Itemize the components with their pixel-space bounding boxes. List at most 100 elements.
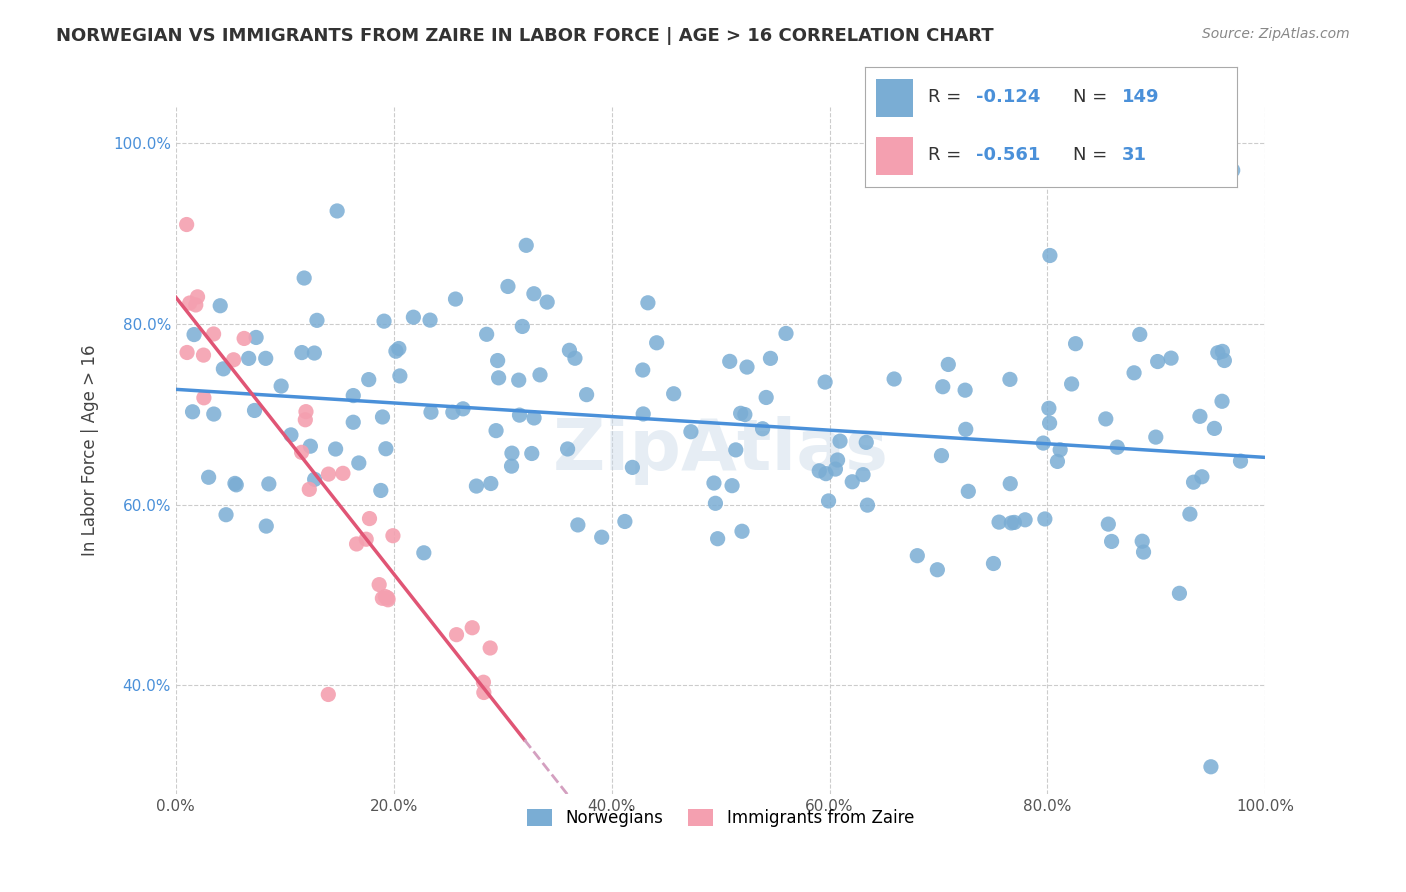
Point	[342, 415, 364, 429]
Point	[374, 590, 396, 604]
Point	[721, 478, 744, 492]
Point	[318, 467, 340, 482]
Point	[412, 546, 434, 560]
Point	[536, 295, 558, 310]
Point	[662, 386, 685, 401]
Point	[472, 675, 495, 690]
Point	[631, 407, 654, 421]
Point	[1049, 442, 1071, 457]
Point	[520, 446, 543, 460]
Point	[295, 404, 318, 418]
Point	[346, 537, 368, 551]
Text: NORWEGIAN VS IMMIGRANTS FROM ZAIRE IN LABOR FORCE | AGE > 16 CORRELATION CHART: NORWEGIAN VS IMMIGRANTS FROM ZAIRE IN LA…	[56, 27, 994, 45]
Text: -0.124: -0.124	[976, 88, 1040, 106]
Point	[222, 352, 245, 367]
Point	[377, 592, 399, 607]
Point	[564, 351, 586, 366]
Point	[304, 472, 326, 486]
Point	[883, 372, 905, 386]
Point	[1132, 545, 1154, 559]
Point	[186, 290, 209, 304]
Point	[508, 408, 530, 422]
Point	[1130, 534, 1153, 549]
Point	[706, 532, 728, 546]
Point	[1188, 409, 1211, 424]
Point	[193, 348, 215, 362]
Point	[420, 405, 443, 419]
Text: 149: 149	[1122, 88, 1160, 106]
Point	[1146, 354, 1168, 368]
Point	[621, 460, 644, 475]
Point	[357, 373, 380, 387]
Point	[202, 407, 225, 421]
Point	[1046, 454, 1069, 468]
Point	[1213, 353, 1236, 368]
Point	[270, 379, 292, 393]
Point	[176, 345, 198, 359]
Point	[814, 467, 837, 481]
Point	[1229, 454, 1251, 468]
Point	[704, 496, 727, 510]
Point	[326, 203, 349, 218]
Point	[735, 360, 758, 375]
Point	[1101, 534, 1123, 549]
Point	[501, 459, 523, 474]
Point	[444, 292, 467, 306]
Point	[703, 476, 725, 491]
Point	[512, 319, 534, 334]
Point	[257, 477, 280, 491]
Text: ZipAtlas: ZipAtlas	[553, 416, 889, 485]
Point	[637, 295, 659, 310]
Point	[936, 358, 959, 372]
Point	[1000, 516, 1022, 530]
Point	[254, 351, 277, 366]
Point	[441, 405, 464, 419]
Point	[730, 406, 752, 420]
Text: N =: N =	[1073, 145, 1114, 164]
Point	[1000, 476, 1022, 491]
Point	[718, 354, 741, 368]
Point	[1014, 513, 1036, 527]
Point	[461, 621, 484, 635]
Point	[224, 476, 246, 491]
Point	[567, 517, 589, 532]
Point	[419, 313, 441, 327]
Point	[679, 425, 702, 439]
Point	[759, 351, 782, 366]
Point	[575, 387, 598, 401]
Point	[176, 218, 198, 232]
Point	[402, 310, 425, 325]
Point	[254, 519, 277, 533]
Point	[1204, 421, 1226, 435]
Point	[645, 335, 668, 350]
Point	[215, 508, 238, 522]
Point	[827, 453, 849, 467]
Text: 31: 31	[1122, 145, 1147, 164]
Point	[751, 422, 773, 436]
Point	[291, 445, 314, 459]
Point	[233, 331, 256, 345]
Point	[488, 371, 510, 385]
Point	[1160, 351, 1182, 366]
Point	[755, 391, 778, 405]
Point	[1032, 436, 1054, 450]
Point	[824, 462, 846, 476]
Point	[342, 388, 364, 402]
Point	[529, 368, 551, 382]
Point	[479, 476, 502, 491]
Point	[184, 298, 207, 312]
Point	[724, 442, 747, 457]
Point	[332, 467, 354, 481]
Point	[814, 375, 837, 389]
Point	[479, 640, 502, 655]
Point	[983, 557, 1005, 571]
Point	[1097, 517, 1119, 532]
Y-axis label: In Labor Force | Age > 16: In Labor Force | Age > 16	[82, 344, 98, 557]
Point	[212, 361, 235, 376]
Point	[325, 442, 347, 456]
Point	[1038, 401, 1060, 416]
Point	[817, 494, 839, 508]
Point	[1033, 512, 1056, 526]
Point	[496, 279, 519, 293]
Text: N =: N =	[1073, 88, 1114, 106]
